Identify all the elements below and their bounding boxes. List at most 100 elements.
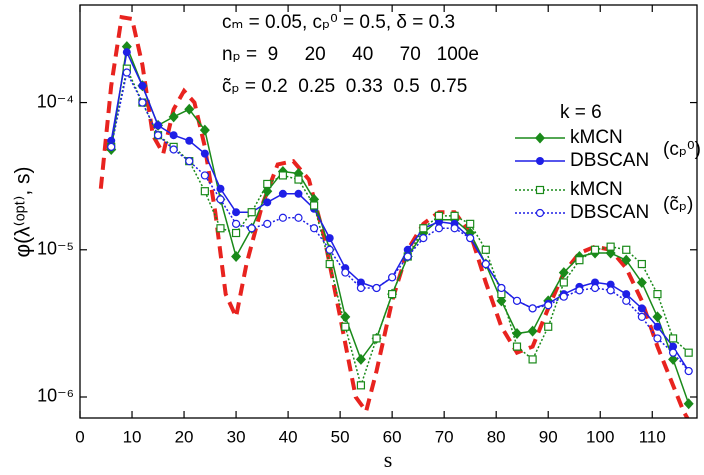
data-point [200,171,209,180]
data-point [403,252,412,261]
x-tick-label: 70 [435,427,454,446]
annotation: nₚ = 9 20 40 70 100e [222,44,479,65]
x-tick-label: 50 [331,427,350,446]
data-point [138,81,147,90]
data-point [263,219,272,228]
data-point [294,189,303,198]
data-point [199,124,210,136]
data-point [419,224,428,233]
data-point [652,311,663,323]
series-line [110,70,690,372]
data-point [528,355,537,364]
data-point [310,201,319,210]
data-point [512,342,522,351]
x-tick-label: 10 [123,427,142,446]
plot-frame [79,4,698,419]
data-point [153,131,163,140]
x-tick-label: 100 [586,427,614,446]
data-point [325,245,334,254]
data-point [668,353,679,365]
x-tick-label: 90 [539,427,558,446]
data-point [122,48,131,57]
data-point [372,334,381,343]
data-point [466,219,475,228]
data-point [434,211,444,220]
data-point [575,256,584,265]
data-point [356,381,366,390]
series-line [110,43,690,404]
data-point [622,296,631,305]
annotation: cₘ = 0.05, cₚ⁰ = 0.5, δ = 0.3 [222,12,455,33]
data-point [606,242,615,251]
data-point [263,179,272,189]
data-point [138,98,147,107]
data-point [200,149,209,158]
data-point [684,366,693,376]
x-tick-label: 0 [75,427,84,446]
data-point [535,132,545,144]
legend-label: DBSCAN [570,150,649,171]
data-point [294,213,303,222]
y-tick-label: 10⁻⁵ [37,239,74,259]
data-point [559,278,568,287]
x-tick-label: 30 [227,427,246,446]
data-point [558,267,569,279]
data-point [590,245,600,254]
data-point [637,259,646,269]
data-point [481,259,490,269]
data-point [355,353,366,365]
data-point [575,286,584,295]
data-point [278,171,287,180]
legend-label: kMCN [570,179,623,200]
data-point [278,189,287,198]
data-point [107,142,116,151]
data-point [403,245,412,254]
data-point [434,224,444,233]
data-point [637,304,646,313]
data-point [231,219,241,228]
data-point [668,334,678,343]
data-point [590,283,600,293]
data-point [154,121,163,130]
data-point [388,289,397,299]
data-point [512,296,522,305]
data-point [622,245,631,254]
data-point [231,228,241,238]
data-point [247,224,256,233]
data-point [200,187,209,196]
data-point [466,234,475,243]
data-point [535,208,545,218]
data-point [232,208,241,217]
x-tick-label: 40 [279,427,298,446]
data-point [669,342,678,351]
x-tick-label: 110 [639,427,666,446]
data-point [544,301,553,310]
legend-label: kMCN [570,127,623,148]
y-tick-label: 10⁻⁶ [37,386,74,406]
data-point [497,283,506,293]
data-point [278,213,287,222]
legend-group-label: (cₚ⁰) [663,139,701,160]
data-point [372,283,381,293]
data-point [622,290,631,299]
data-point [653,334,662,343]
data-point [683,398,694,410]
data-point [668,348,678,357]
data-point [606,286,615,295]
x-tick-label: 20 [175,427,194,446]
data-point [419,234,428,243]
y-tick-label: 10⁻⁴ [37,91,74,111]
data-point [294,175,303,184]
data-point [310,224,319,233]
legend-title: k = 6 [560,102,602,123]
series-line [98,14,690,418]
data-point [684,348,693,357]
data-point [216,184,225,193]
data-point [185,157,194,166]
data-point [185,136,194,145]
data-point [450,224,459,233]
data-point [169,131,178,140]
data-point [216,224,225,233]
data-point [341,268,350,277]
